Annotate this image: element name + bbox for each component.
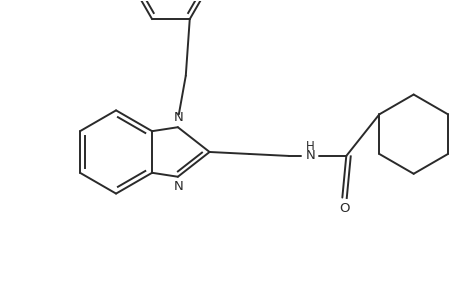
Text: H: H bbox=[306, 140, 314, 152]
Text: N: N bbox=[174, 180, 183, 193]
Text: O: O bbox=[338, 202, 349, 215]
Text: N: N bbox=[174, 111, 183, 124]
Text: N: N bbox=[305, 149, 315, 162]
